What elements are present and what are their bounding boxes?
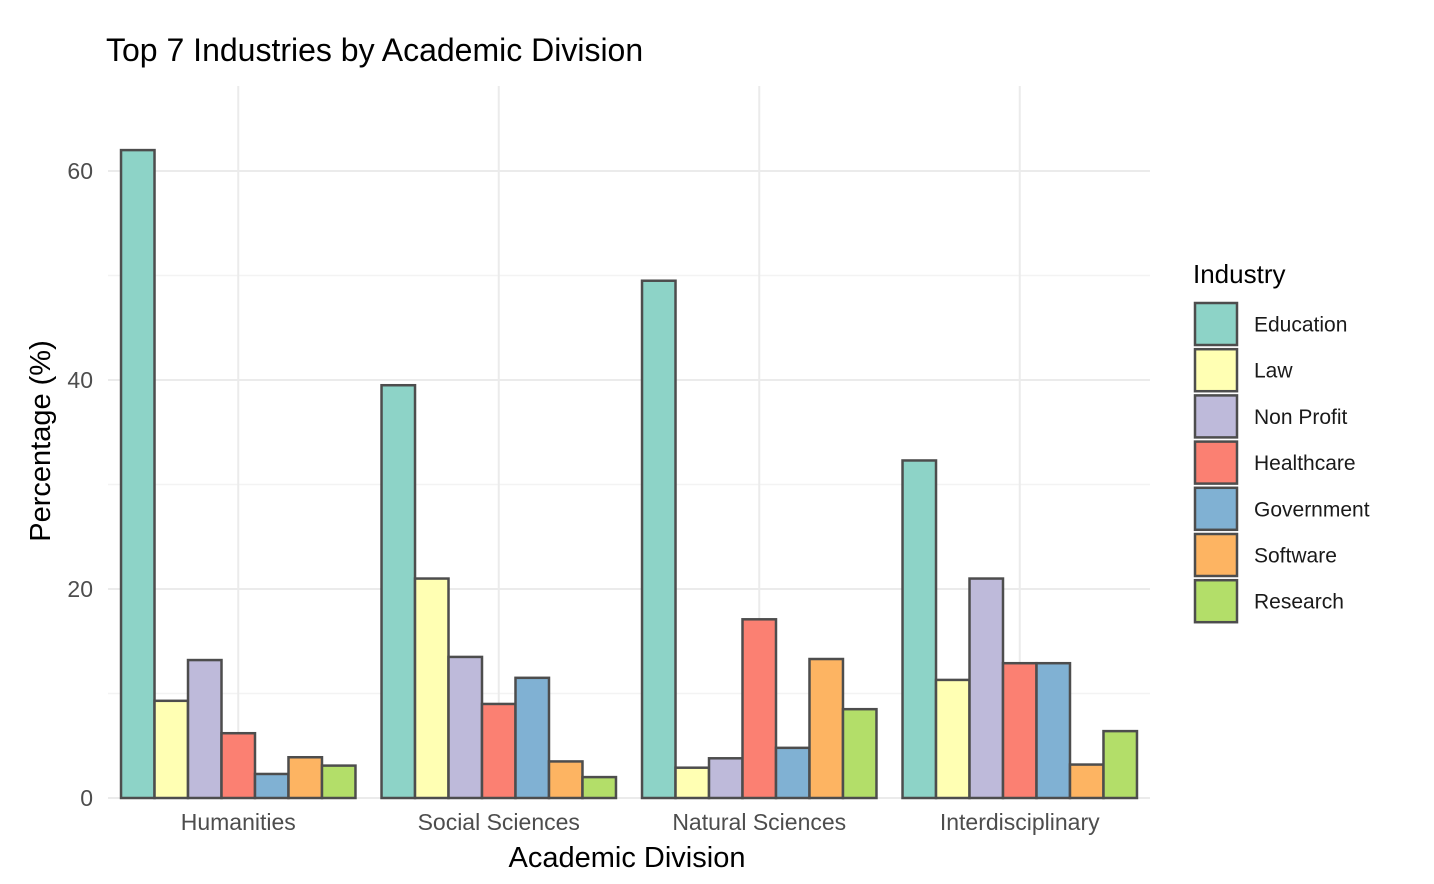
bar-research-interdisciplinary [1102, 729, 1139, 800]
bar-government-social-sciences [514, 676, 551, 800]
legend-key [1193, 578, 1239, 624]
bar-education-interdisciplinary [901, 459, 938, 800]
y-tick-label: 0 [80, 785, 93, 811]
bar-non-profit-natural-sciences [707, 757, 744, 800]
y-axis-ticks: 0 20 40 60 [67, 158, 93, 811]
bar-non-profit-social-sciences [447, 655, 484, 800]
legend-title: Industry [1193, 259, 1286, 289]
legend-label: Education [1254, 314, 1347, 337]
bar-education-humanities [119, 148, 156, 800]
x-tick-label: Humanities [181, 809, 296, 835]
legend-label: Law [1254, 360, 1293, 383]
y-axis-title: Percentage (%) [25, 340, 57, 542]
bar-education-social-sciences [380, 383, 417, 800]
x-tick-label: Social Sciences [418, 809, 580, 835]
y-tick-label: 20 [67, 576, 93, 602]
bar-government-humanities [253, 772, 290, 800]
x-tick-label: Interdisciplinary [940, 809, 1100, 835]
bar-research-social-sciences [581, 775, 618, 800]
legend-label: Research [1254, 591, 1344, 614]
bar-non-profit-humanities [186, 658, 223, 800]
bars [119, 148, 1139, 800]
bar-research-humanities [320, 764, 357, 800]
bar-government-natural-sciences [774, 746, 811, 800]
bar-law-social-sciences [413, 577, 450, 800]
bar-law-humanities [153, 699, 190, 800]
y-tick-label: 40 [67, 367, 93, 393]
bar-healthcare-social-sciences [480, 702, 517, 800]
bar-government-interdisciplinary [1035, 661, 1072, 800]
legend-key [1193, 532, 1239, 578]
bar-law-natural-sciences [674, 766, 711, 800]
bar-research-natural-sciences [841, 707, 878, 800]
x-axis-ticks: Humanities Social Sciences Natural Science… [181, 809, 1100, 835]
bar-law-interdisciplinary [934, 678, 971, 800]
legend-key [1193, 440, 1239, 485]
bar-software-natural-sciences [808, 657, 845, 800]
bar-software-social-sciences [547, 760, 584, 800]
x-axis-title: Academic Division [509, 842, 746, 874]
x-tick-label: Natural Sciences [672, 809, 846, 835]
bar-software-humanities [287, 755, 324, 800]
y-tick-label: 60 [67, 158, 93, 184]
legend-label: Government [1254, 498, 1370, 521]
legend-label: Software [1254, 545, 1337, 568]
bar-non-profit-interdisciplinary [968, 577, 1005, 800]
legend-key [1193, 394, 1239, 439]
legend-key [1193, 301, 1239, 347]
bar-software-interdisciplinary [1068, 763, 1105, 800]
bar-healthcare-interdisciplinary [1001, 661, 1038, 800]
chart-title: Top 7 Industries by Academic Division [106, 32, 643, 68]
legend-key [1193, 486, 1239, 532]
legend-label: Healthcare [1254, 452, 1356, 475]
legend-key [1193, 347, 1239, 393]
bar-healthcare-humanities [220, 731, 257, 800]
legend: Industry Education Law Non Profit Healthcar… [1193, 259, 1370, 624]
bar-education-natural-sciences [640, 279, 677, 800]
bar-healthcare-natural-sciences [741, 618, 778, 800]
legend-label: Non Profit [1254, 406, 1348, 429]
